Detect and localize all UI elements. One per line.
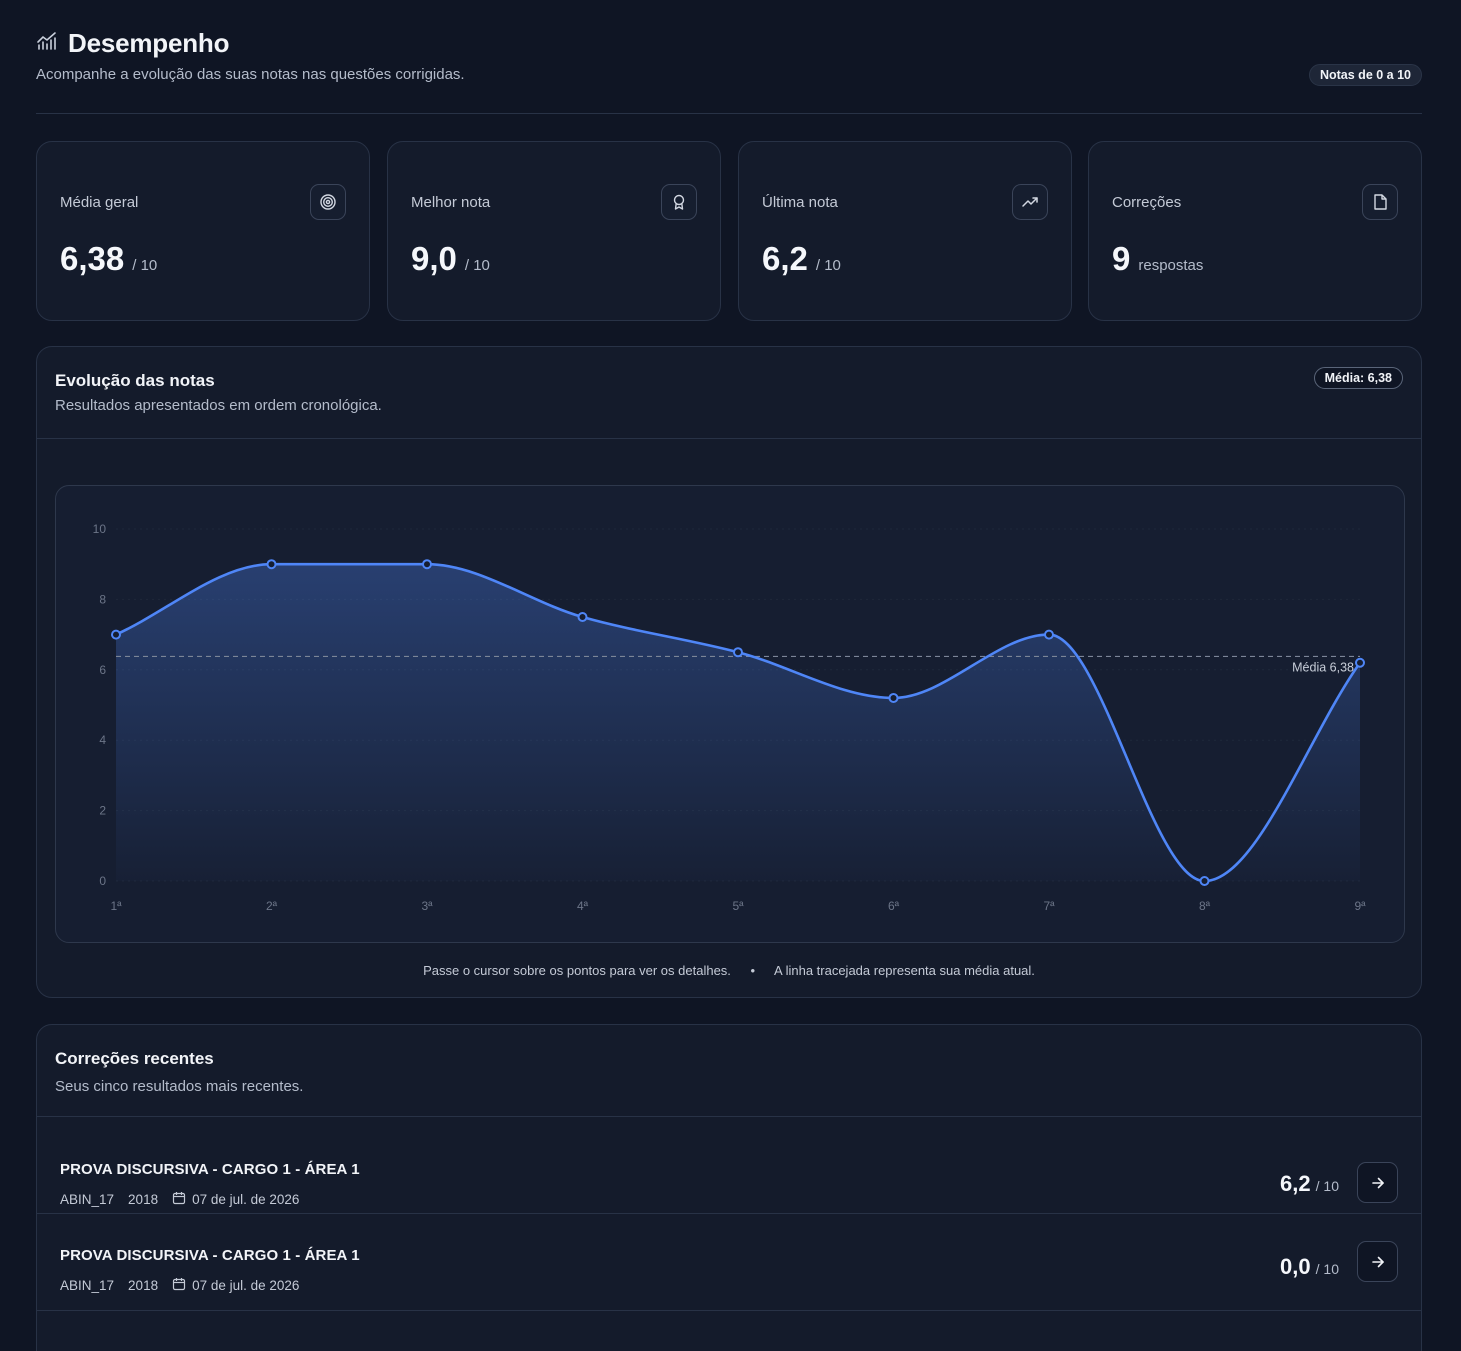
y-tick-label: 8 [99, 592, 106, 606]
stat-value: 6,2 [762, 240, 808, 277]
stat-unit: / 10 [464, 257, 490, 274]
list-item[interactable]: PROVA DISCURSIVA - CARGO 1 - ÁREA 1 ABIN… [37, 1117, 1421, 1214]
stat-value: 6,38 [60, 240, 125, 277]
y-tick-label: 2 [99, 804, 106, 818]
x-tick-label: 1ª [110, 899, 122, 913]
open-item-button[interactable] [1357, 1241, 1398, 1282]
page-subtitle: Acompanhe a evolução das suas notas nas … [36, 66, 465, 83]
chart-series-line [115, 562, 1362, 883]
stat-unit: / 10 [132, 257, 158, 274]
item-score-value: 0,0 [1280, 1254, 1311, 1279]
item-date: 07 de jul. de 2026 [192, 1278, 300, 1293]
data-point[interactable] [1044, 629, 1054, 640]
award-icon [661, 184, 697, 220]
data-point[interactable] [733, 647, 743, 658]
trending-up-icon [1012, 184, 1048, 220]
data-point[interactable] [111, 629, 121, 640]
data-point[interactable] [888, 692, 899, 703]
stat-label: Correções [1112, 194, 1182, 211]
average-badge: Média: 6,38 [1313, 367, 1403, 389]
recent-subtitle: Seus cinco resultados mais recentes. [55, 1078, 304, 1095]
item-score: 0,0 / 10 [1280, 1254, 1339, 1280]
item-title: PROVA DISCURSIVA - CARGO 1 - ÁREA 1 [60, 1161, 360, 1178]
stat-label: Melhor nota [411, 194, 491, 211]
chart-subtitle: Resultados apresentados em ordem cronoló… [55, 397, 382, 414]
stat-card-last: Última nota 6,2 / 10 [738, 141, 1072, 321]
item-score: 6,2 / 10 [1280, 1171, 1339, 1197]
x-tick-label: 6ª [888, 899, 900, 913]
stats-grid: Média geral 6,38 / 10 Melhor nota 9,0 / … [36, 141, 1422, 321]
title-row: Desempenho [36, 28, 229, 59]
x-tick-label: 5ª [732, 899, 744, 913]
scale-badge: Notas de 0 a 10 [1308, 64, 1422, 86]
data-point[interactable] [266, 559, 277, 570]
data-point[interactable] [577, 612, 588, 622]
item-score-unit: / 10 [1315, 1178, 1339, 1194]
data-point[interactable] [1355, 657, 1365, 668]
y-tick-label: 6 [99, 663, 106, 677]
stat-value-row: 6,2 / 10 [762, 240, 841, 278]
item-code: ABIN_17 [60, 1278, 115, 1293]
item-year: 2018 [128, 1192, 159, 1207]
chart-area-fill [116, 564, 1360, 881]
stat-value: 9,0 [411, 240, 457, 277]
stat-label: Última nota [762, 194, 838, 211]
file-icon [1362, 184, 1398, 220]
target-icon [310, 184, 346, 220]
item-meta: ABIN_17 2018 07 de jul. de 2026 [60, 1191, 299, 1208]
stat-value: 9 [1112, 240, 1131, 277]
item-meta: ABIN_17 2018 07 de jul. de 2026 [60, 1277, 299, 1294]
plot-area: 0 2 4 6 8 10 1ª 2ª 3ª 4ª 5ª 6ª 7ª 8ª 9ª Média 6,38 [55, 485, 1405, 943]
x-tick-label: 4ª [577, 899, 589, 913]
stat-value-row: 9,0 / 10 [411, 240, 490, 278]
page-title: Desempenho [68, 28, 230, 58]
stat-card-corrections: Correções 9 respostas [1088, 141, 1422, 321]
chart-footer: Passe o cursor sobre os pontos para ver … [37, 963, 1421, 978]
item-code: ABIN_17 [60, 1192, 115, 1207]
footer-separator: • [750, 963, 756, 978]
x-tick-label: 8ª [1199, 899, 1211, 913]
item-title: PROVA DISCURSIVA - CARGO 1 - ÁREA 1 [60, 1247, 360, 1264]
stat-card-average: Média geral 6,38 / 10 [36, 141, 370, 321]
chart-note: A linha tracejada representa sua média a… [774, 963, 1035, 978]
y-tick-label: 10 [93, 522, 107, 536]
chart-section-header: Evolução das notas Resultados apresentad… [37, 347, 1421, 439]
stat-unit: / 10 [815, 257, 841, 274]
recent-header: Correções recentes Seus cinco resultados… [37, 1025, 1421, 1117]
calendar-icon [172, 1277, 192, 1294]
list-item[interactable]: PROVA DISCURSIVA - CARGO 1 - ÁREA 1 ABIN… [37, 1214, 1421, 1311]
open-item-button[interactable] [1357, 1162, 1398, 1203]
stat-label: Média geral [60, 194, 139, 211]
data-point[interactable] [1199, 876, 1210, 886]
average-line-label: Média 6,38 [1292, 660, 1354, 674]
y-tick-label: 0 [99, 874, 106, 888]
x-tick-label: 2ª [266, 899, 278, 913]
item-score-unit: / 10 [1315, 1261, 1339, 1277]
bar-chart-icon [36, 30, 58, 57]
item-year: 2018 [128, 1278, 159, 1293]
line-chart: 0 2 4 6 8 10 1ª 2ª 3ª 4ª 5ª 6ª 7ª 8ª 9ª Média 6,38 [93, 522, 1366, 913]
chart-title: Evolução das notas [55, 371, 215, 390]
recent-title: Correções recentes [55, 1049, 214, 1068]
x-tick-label: 3ª [421, 899, 433, 913]
stat-value-row: 6,38 / 10 [60, 240, 157, 278]
item-date: 07 de jul. de 2026 [192, 1192, 300, 1207]
stat-value-row: 9 respostas [1112, 240, 1203, 278]
y-tick-label: 4 [99, 733, 106, 747]
chart-section: Evolução das notas Resultados apresentad… [36, 346, 1422, 998]
recent-corrections-section: Correções recentes Seus cinco resultados… [36, 1024, 1422, 1351]
page-header: Desempenho Acompanhe a evolução das suas… [36, 0, 1422, 114]
x-tick-label: 7ª [1043, 899, 1055, 913]
chart-hint: Passe o cursor sobre os pontos para ver … [423, 963, 731, 978]
stat-card-best: Melhor nota 9,0 / 10 [387, 141, 721, 321]
calendar-icon [172, 1191, 192, 1208]
stat-unit: respostas [1138, 257, 1204, 274]
data-point[interactable] [422, 559, 432, 570]
arrow-right-icon [1371, 1256, 1384, 1267]
x-tick-label: 9ª [1354, 899, 1366, 913]
arrow-right-icon [1371, 1177, 1384, 1188]
item-score-value: 6,2 [1280, 1171, 1311, 1196]
page-container: Desempenho Acompanhe a evolução das suas… [36, 0, 1422, 1351]
